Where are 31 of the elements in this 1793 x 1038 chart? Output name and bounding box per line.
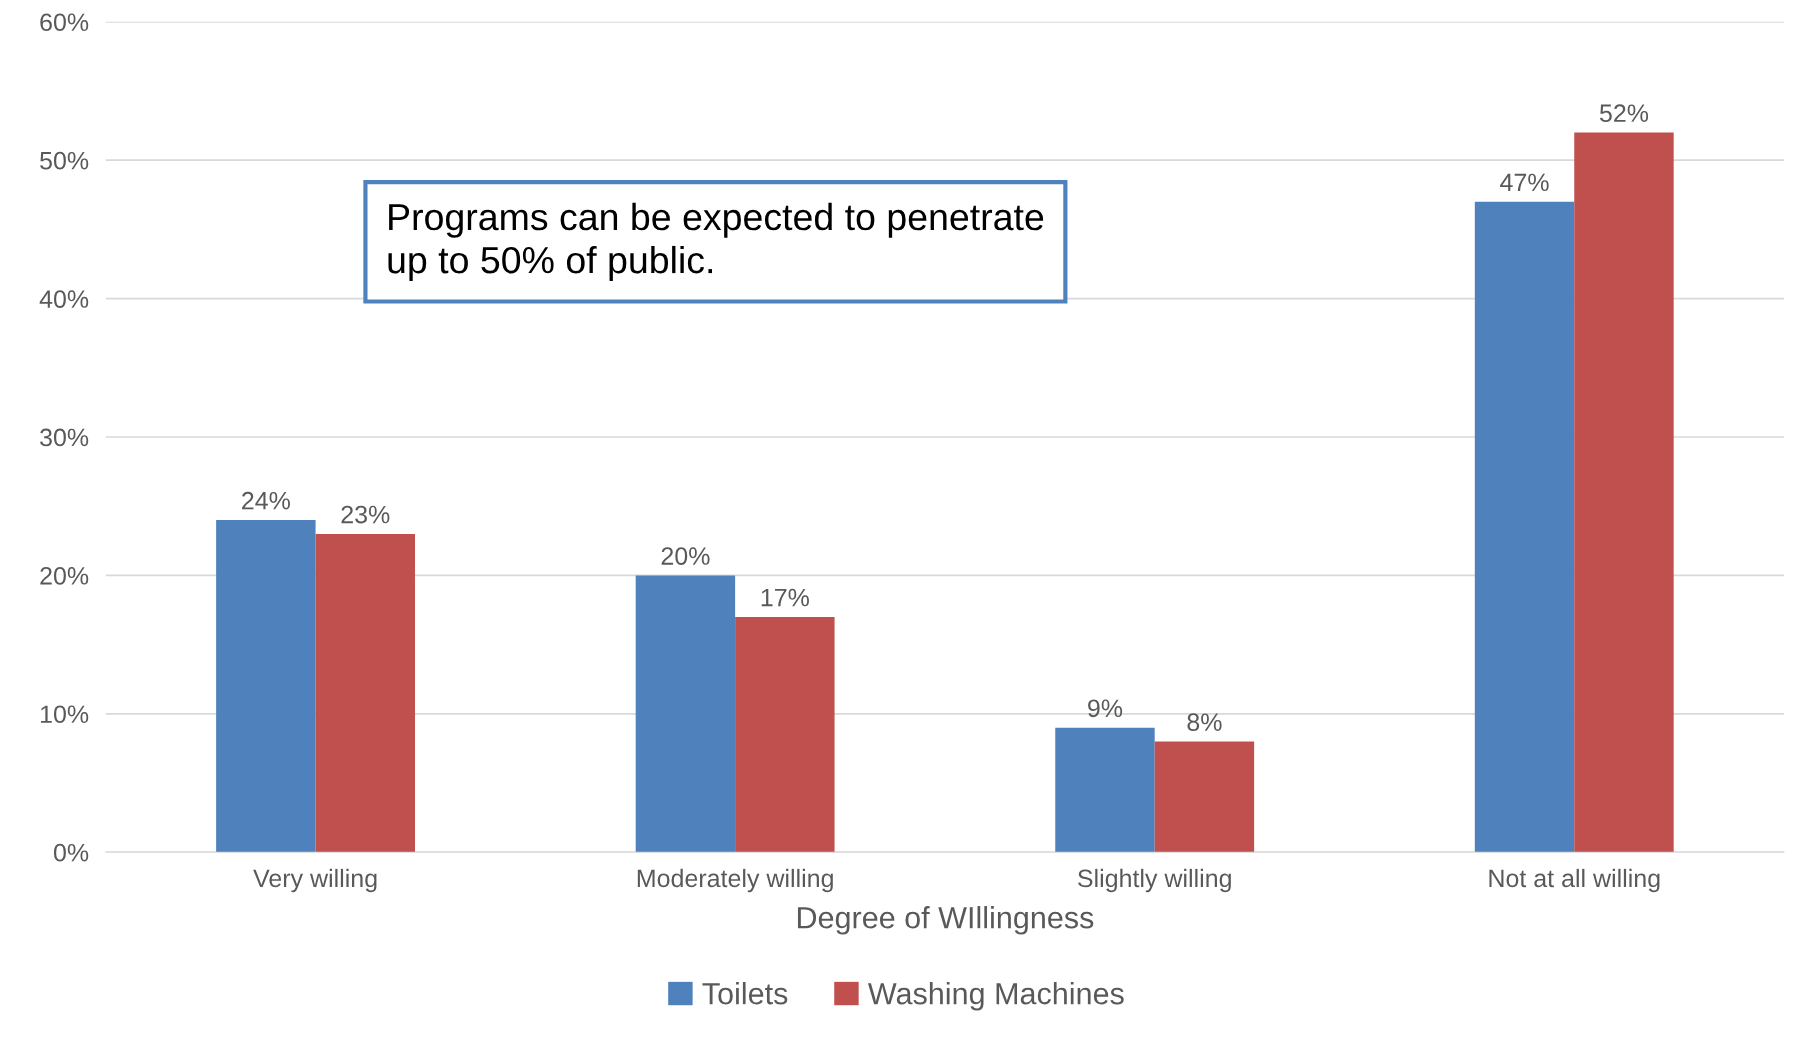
y-tick-label: 0% [53,843,89,862]
bar [315,533,415,853]
y-tick-label: 40% [39,290,89,308]
y-tick-label: 50% [40,151,89,170]
data-label: 23% [341,505,390,524]
data-label: 47% [1500,173,1549,192]
data-label: 9% [1088,699,1123,718]
y-tick-label: 20% [40,567,89,585]
bar [216,520,316,853]
x-tick-label: Very willing [253,868,377,893]
data-label: 24% [242,491,290,510]
data-label: 52% [1599,104,1649,123]
bar [635,575,736,853]
data-label: 20% [661,547,710,565]
legend-label: Toilets [702,982,788,1005]
data-label: 8% [1187,713,1222,731]
legend-label: Washing Machines [867,982,1124,1011]
y-tick-label: 30% [40,428,89,447]
y-tick-label: 60% [40,13,89,32]
x-tick-label: Not at all willing [1489,868,1660,893]
annotation: Programs can be expected to penetrate up to 50% of public. [388,202,1044,281]
x-tick-label: Moderately willing [637,868,833,893]
bar [1474,201,1575,853]
bar [1055,727,1155,853]
bar [1154,741,1255,853]
bar [735,616,835,853]
y-tick-label: 10% [40,705,89,724]
data-label: 17% [761,588,809,607]
x-tick-label: Slightly willing [1078,868,1231,893]
bar [1574,132,1674,853]
x-axis-title: Degree of WIllingness [797,906,1094,935]
